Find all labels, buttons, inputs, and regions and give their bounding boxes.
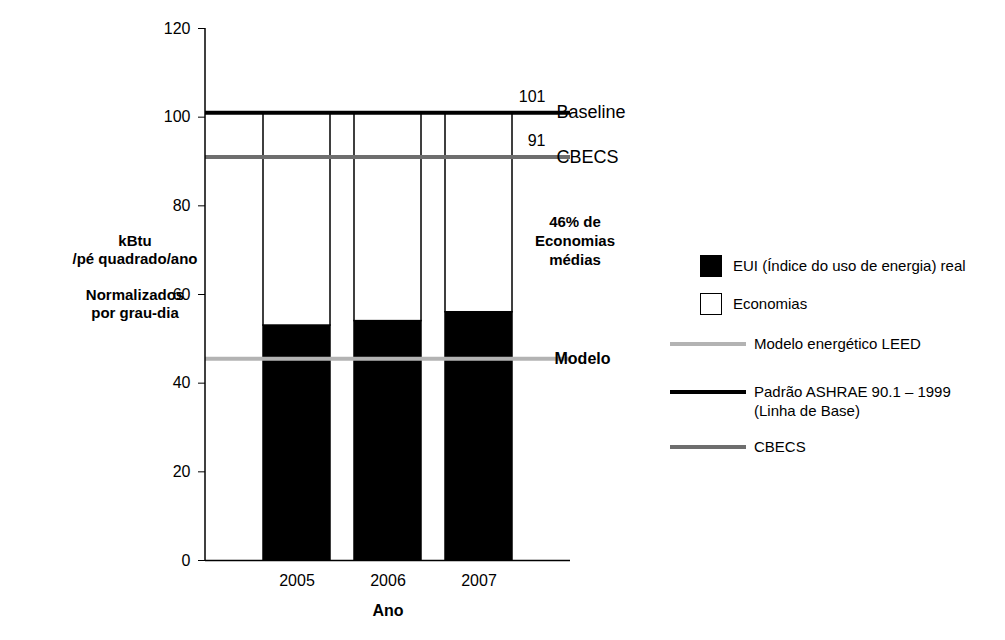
svg-text:120: 120 [164, 20, 191, 37]
svg-text:Baseline: Baseline [557, 102, 626, 122]
html-text:EUI (Índice do uso de energia): EUI (Índice do uso de energia) real [733, 257, 966, 274]
svg-text:101: 101 [519, 88, 546, 105]
svg-text:CBECS: CBECS [557, 147, 619, 167]
svg-text:80: 80 [173, 197, 191, 214]
svg-text:Modelo: Modelo [555, 350, 611, 367]
svg-text:2006: 2006 [370, 572, 406, 589]
svg-text:2005: 2005 [279, 572, 315, 589]
html-text:46% de Economias médias: 46% de Economias médias [535, 213, 615, 268]
html-text:CBECS: CBECS [754, 438, 806, 455]
html-text:kBtu /pé quadrado/ano Normaliz: kBtu /pé quadrado/ano Normalizados por g… [72, 232, 198, 321]
svg-text:20: 20 [173, 463, 191, 480]
svg-text:91: 91 [528, 132, 546, 149]
html-text:Padrão ASHRAE 90.1 – 1999 (Lin: Padrão ASHRAE 90.1 – 1999 (Linha de Base… [754, 383, 951, 419]
html-text:Modelo energético LEED: Modelo energético LEED [754, 335, 921, 352]
svg-text:40: 40 [173, 374, 191, 391]
svg-text:0: 0 [182, 552, 191, 569]
html-text:Economias: Economias [733, 295, 808, 312]
svg-text:2007: 2007 [461, 572, 497, 589]
svg-text:100: 100 [164, 108, 191, 125]
svg-text:Ano: Ano [372, 602, 403, 619]
